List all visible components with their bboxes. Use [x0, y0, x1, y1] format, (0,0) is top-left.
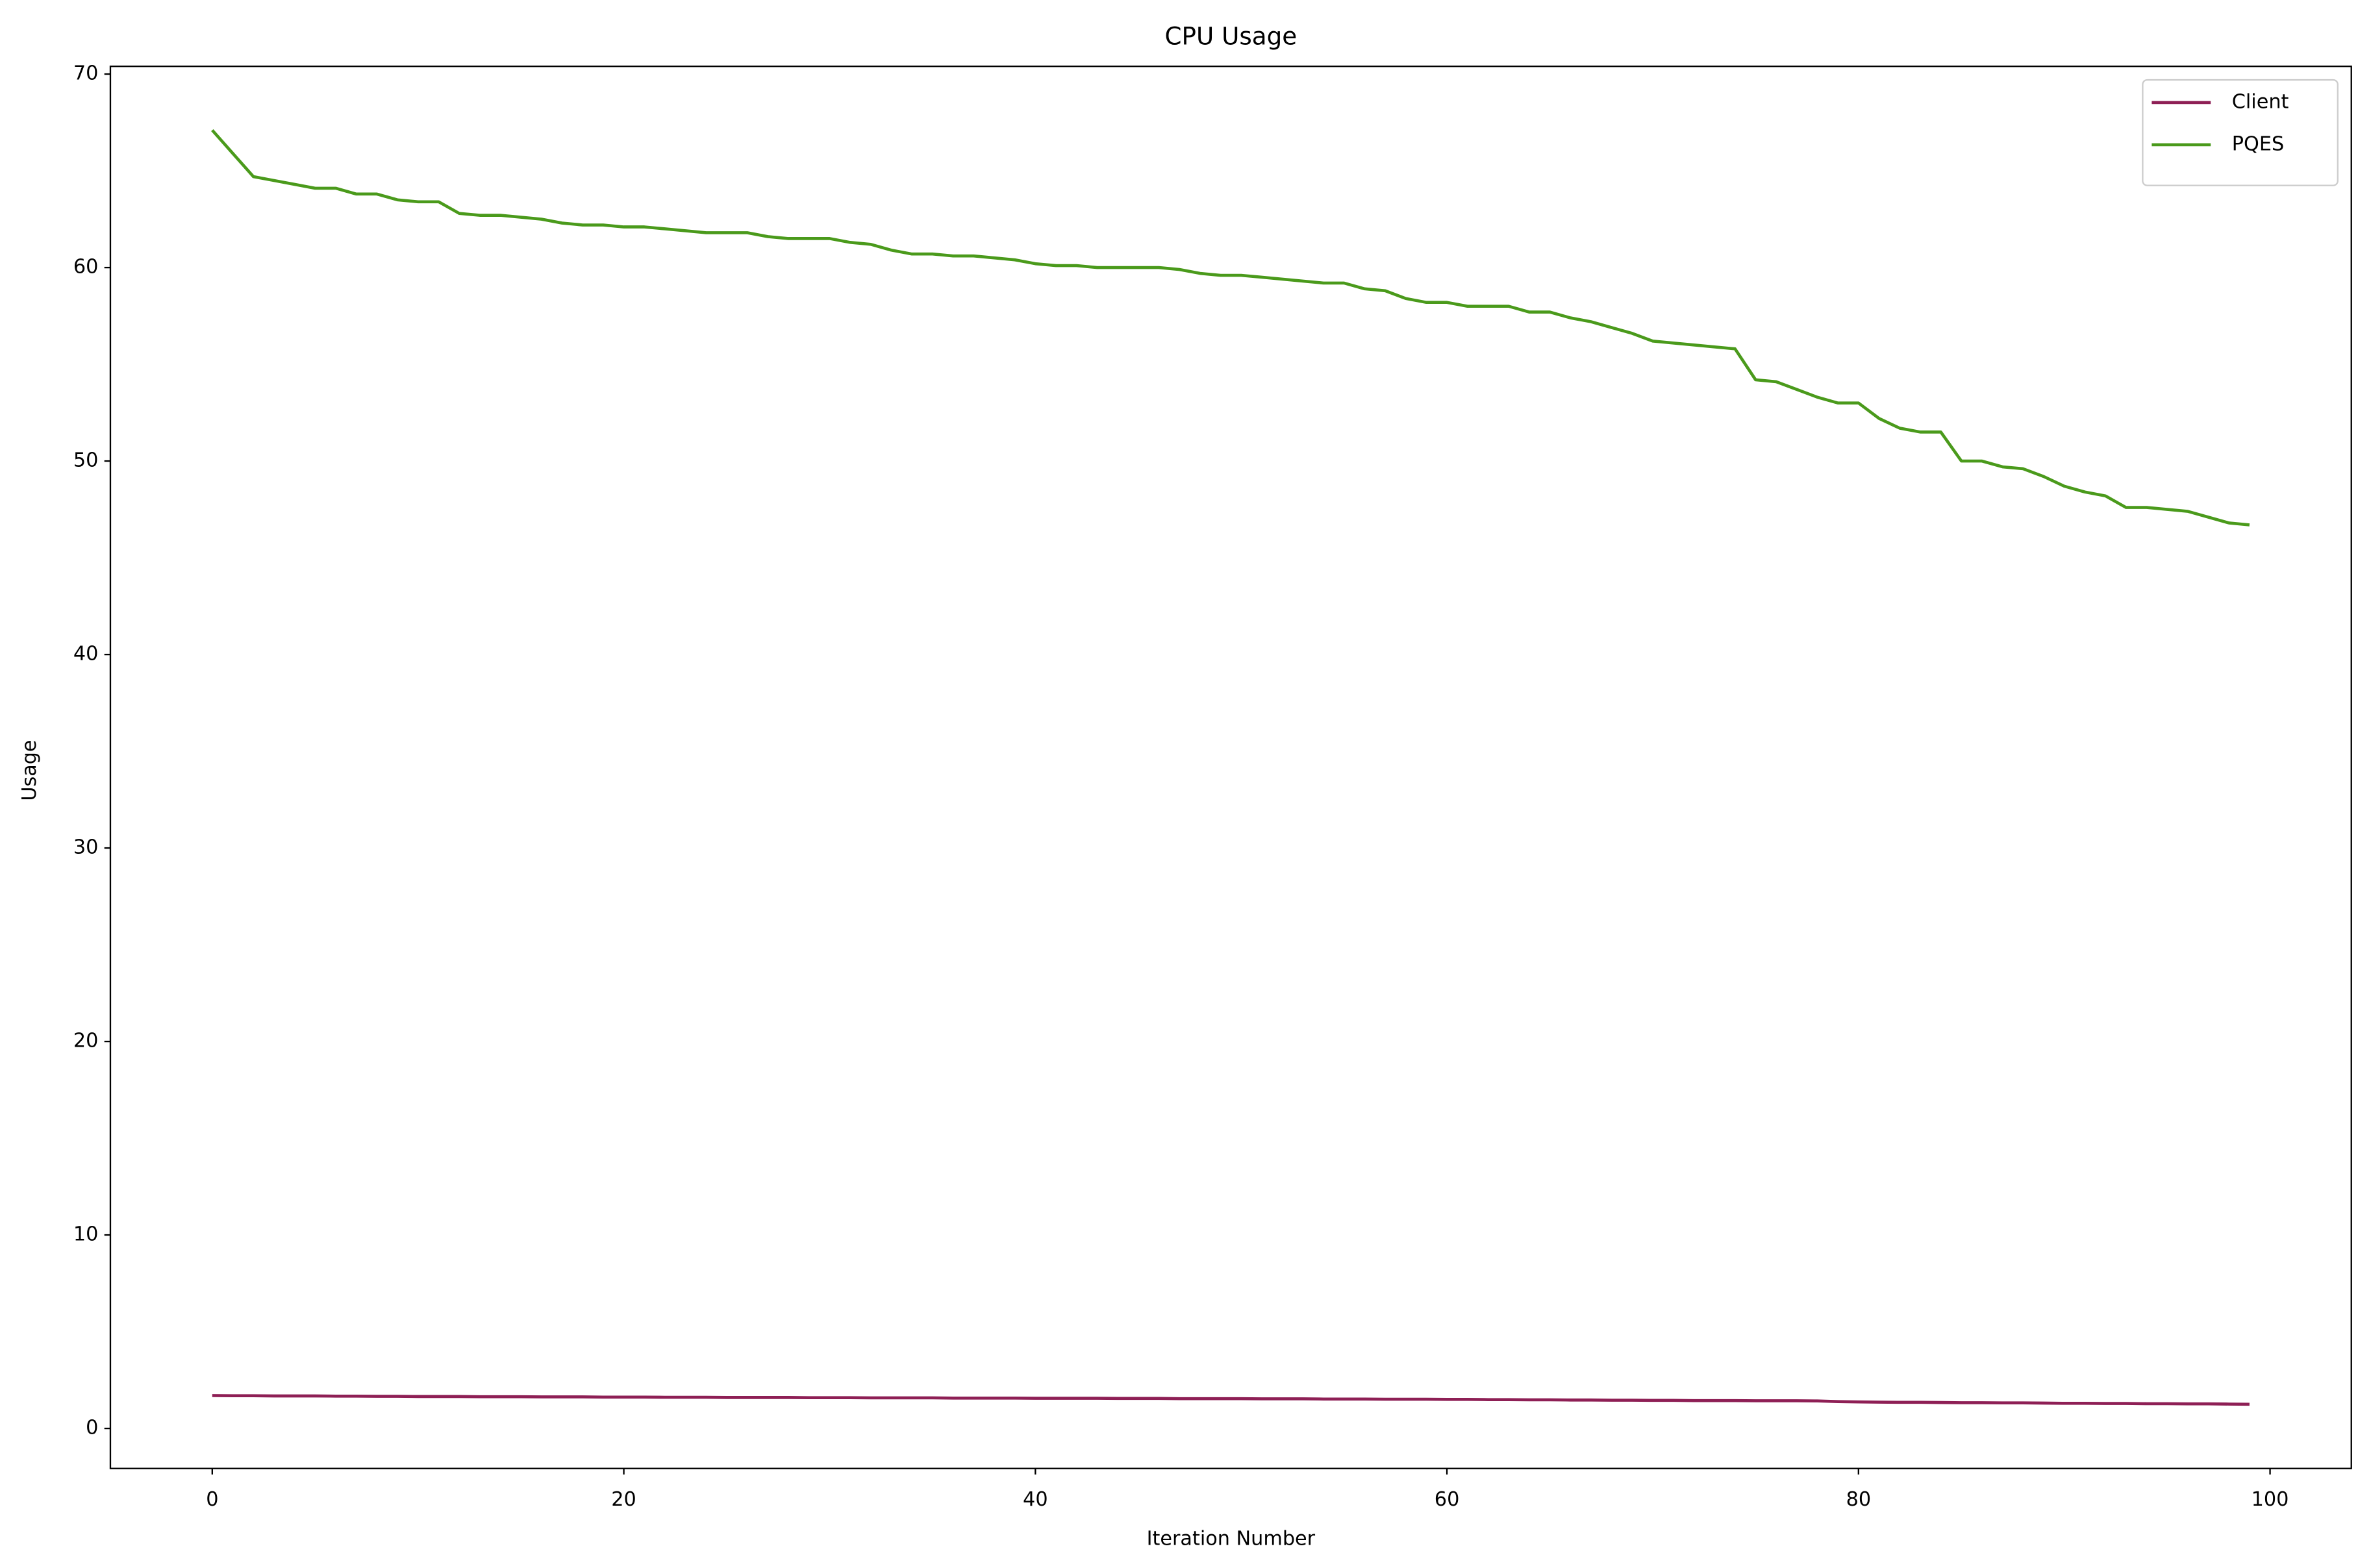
y-tick-label: 0 — [86, 1417, 98, 1439]
x-tick-label: 80 — [1846, 1488, 1872, 1511]
x-tick-label: 20 — [611, 1488, 636, 1511]
y-tick-label: 30 — [73, 836, 99, 859]
series-line — [211, 129, 2250, 527]
x-tick-label: 40 — [1023, 1488, 1048, 1511]
legend: Client PQES — [2142, 79, 2339, 186]
y-axis-label: Usage — [18, 740, 41, 801]
y-tick-label: 20 — [73, 1030, 99, 1052]
x-tick-label: 100 — [2252, 1488, 2289, 1511]
legend-label: Client — [2232, 90, 2289, 113]
y-tick-label: 60 — [73, 256, 99, 279]
series-line — [212, 1394, 2250, 1406]
x-tick-label: 0 — [206, 1488, 218, 1511]
y-tick-label: 10 — [73, 1223, 99, 1246]
y-tick-label: 50 — [73, 449, 99, 472]
x-tick-label: 60 — [1435, 1488, 1460, 1511]
y-tick-label: 70 — [73, 62, 99, 85]
chart-title: CPU Usage — [1165, 22, 1298, 51]
plot-frame — [109, 66, 2352, 1469]
x-axis-label: Iteration Number — [1147, 1527, 1316, 1550]
legend-label: PQES — [2232, 132, 2284, 155]
legend-box — [2142, 79, 2339, 186]
y-tick-label: 40 — [73, 643, 99, 666]
